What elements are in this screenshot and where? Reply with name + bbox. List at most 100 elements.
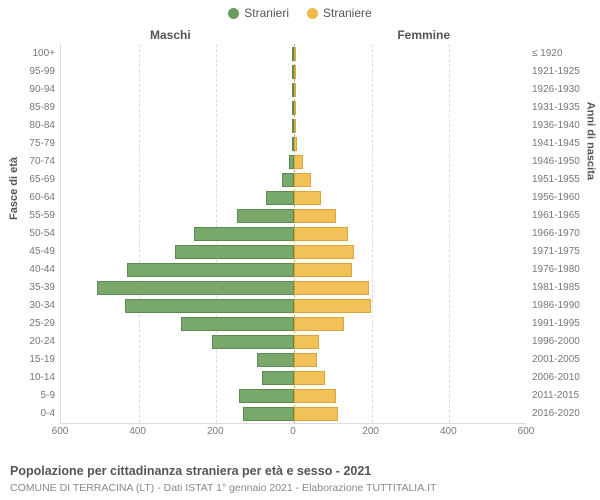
- bar-male: [257, 353, 294, 367]
- bar-female: [294, 191, 321, 205]
- y-axis-right-label: Anni di nascita: [584, 102, 596, 180]
- bar-male: [243, 407, 293, 421]
- table-row: 95-991921-1925: [61, 64, 526, 80]
- birth-year-label: 1931-1935: [532, 100, 580, 116]
- bar-female: [294, 299, 372, 313]
- bar-male: [239, 389, 293, 403]
- bar-female: [294, 263, 352, 277]
- birth-year-label: 1946-1950: [532, 154, 580, 170]
- bar-female: [294, 407, 339, 421]
- birth-year-label: 1981-1985: [532, 280, 580, 296]
- x-tick-label: 600: [518, 426, 535, 437]
- age-label: 40-44: [29, 262, 55, 278]
- age-label: 65-69: [29, 172, 55, 188]
- age-label: 70-74: [29, 154, 55, 170]
- age-label: 85-89: [29, 100, 55, 116]
- age-label: 90-94: [29, 82, 55, 98]
- bar-female: [294, 101, 296, 115]
- bar-male: [212, 335, 294, 349]
- birth-year-label: 1996-2000: [532, 334, 580, 350]
- age-label: 95-99: [29, 64, 55, 80]
- age-label: 5-9: [41, 388, 55, 404]
- legend-male-swatch: [228, 8, 239, 19]
- birth-year-label: 1951-1955: [532, 172, 580, 188]
- bar-male: [194, 227, 293, 241]
- x-tick-label: 400: [440, 426, 457, 437]
- legend-female-swatch: [307, 8, 318, 19]
- age-label: 35-39: [29, 280, 55, 296]
- age-label: 55-59: [29, 208, 55, 224]
- bar-rows: 100+≤ 1920 95-991921-1925 90-941926-1930 85…: [61, 44, 526, 423]
- legend-male: Stranieri: [228, 6, 289, 20]
- bar-female: [294, 173, 311, 187]
- birth-year-label: ≤ 1920: [532, 46, 563, 62]
- bar-female: [294, 47, 296, 61]
- bar-female: [294, 65, 296, 79]
- x-tick-label: 0: [290, 426, 296, 437]
- table-row: 10-142006-2010: [61, 370, 526, 386]
- bar-male: [266, 191, 293, 205]
- table-row: 35-391981-1985: [61, 280, 526, 296]
- header-male: Maschi: [150, 28, 191, 42]
- age-label: 15-19: [29, 352, 55, 368]
- bar-female: [294, 137, 297, 151]
- table-row: 80-841936-1940: [61, 118, 526, 134]
- bar-male: [282, 173, 294, 187]
- birth-year-label: 1936-1940: [532, 118, 580, 134]
- table-row: 70-741946-1950: [61, 154, 526, 170]
- bar-male: [127, 263, 294, 277]
- y-axis-left-label: Fasce di età: [8, 157, 20, 220]
- birth-year-label: 1971-1975: [532, 244, 580, 260]
- table-row: 5-92011-2015: [61, 388, 526, 404]
- bar-male: [181, 317, 294, 331]
- table-row: 45-491971-1975: [61, 244, 526, 260]
- bar-male: [237, 209, 293, 223]
- table-row: 0-42016-2020: [61, 406, 526, 422]
- bar-female: [294, 353, 317, 367]
- table-row: 40-441976-1980: [61, 262, 526, 278]
- age-label: 100+: [32, 46, 55, 62]
- age-label: 80-84: [29, 118, 55, 134]
- chart-caption: Popolazione per cittadinanza straniera p…: [10, 464, 371, 478]
- header-female: Femmine: [397, 28, 450, 42]
- bar-female: [294, 209, 337, 223]
- bar-female: [294, 281, 370, 295]
- table-row: 20-241996-2000: [61, 334, 526, 350]
- age-label: 45-49: [29, 244, 55, 260]
- bar-female: [294, 371, 325, 385]
- bar-male: [262, 371, 293, 385]
- bar-female: [294, 119, 296, 133]
- birth-year-label: 1961-1965: [532, 208, 580, 224]
- table-row: 25-291991-1995: [61, 316, 526, 332]
- age-label: 10-14: [29, 370, 55, 386]
- chart-subcaption: COMUNE DI TERRACINA (LT) - Dati ISTAT 1°…: [10, 482, 436, 494]
- birth-year-label: 2016-2020: [532, 406, 580, 422]
- birth-year-label: 1991-1995: [532, 316, 580, 332]
- birth-year-label: 1956-1960: [532, 190, 580, 206]
- age-label: 75-79: [29, 136, 55, 152]
- bar-male: [97, 281, 293, 295]
- table-row: 85-891931-1935: [61, 100, 526, 116]
- age-label: 20-24: [29, 334, 55, 350]
- age-label: 50-54: [29, 226, 55, 242]
- x-tick-label: 400: [129, 426, 146, 437]
- bar-female: [294, 83, 296, 97]
- birth-year-label: 1926-1930: [532, 82, 580, 98]
- table-row: 100+≤ 1920: [61, 46, 526, 62]
- bar-male: [175, 245, 293, 259]
- population-pyramid-chart: Stranieri Straniere Maschi Femmine Fasce…: [0, 0, 600, 500]
- birth-year-label: 2006-2010: [532, 370, 580, 386]
- table-row: 60-641956-1960: [61, 190, 526, 206]
- table-row: 75-791941-1945: [61, 136, 526, 152]
- age-label: 0-4: [41, 406, 55, 422]
- birth-year-label: 1941-1945: [532, 136, 580, 152]
- age-label: 60-64: [29, 190, 55, 206]
- bar-female: [294, 155, 304, 169]
- birth-year-label: 1921-1925: [532, 64, 580, 80]
- table-row: 90-941926-1930: [61, 82, 526, 98]
- bar-female: [294, 227, 348, 241]
- birth-year-label: 1976-1980: [532, 262, 580, 278]
- bar-female: [294, 317, 344, 331]
- table-row: 55-591961-1965: [61, 208, 526, 224]
- plot-area: 100+≤ 1920 95-991921-1925 90-941926-1930 85…: [60, 44, 526, 424]
